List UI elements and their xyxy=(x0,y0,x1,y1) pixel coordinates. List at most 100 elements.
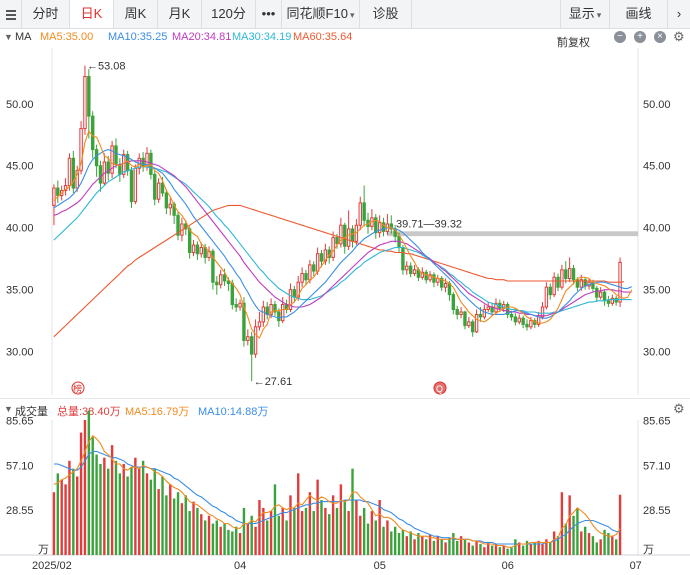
candle-body xyxy=(478,313,483,318)
gear-icon[interactable]: ⚙ xyxy=(673,29,685,44)
volume-bar xyxy=(614,539,618,555)
candle-body xyxy=(575,279,580,288)
candle-body xyxy=(56,187,60,196)
collapse-triangle-icon[interactable]: ▼ xyxy=(4,32,13,42)
tab-intraday[interactable]: 分时 xyxy=(22,0,70,28)
volume-bar xyxy=(591,536,595,555)
volume-bar xyxy=(273,484,277,555)
volume-bar xyxy=(463,539,467,555)
volume-bar xyxy=(541,544,544,555)
candle-body xyxy=(75,170,79,189)
volume-bar xyxy=(184,495,187,555)
gear-icon[interactable]: ⚙ xyxy=(673,401,685,416)
candle-body xyxy=(482,308,487,318)
plus-icon[interactable]: + xyxy=(634,31,646,43)
tab-diagnose[interactable]: 诊股 xyxy=(360,0,412,28)
candle-body xyxy=(292,289,297,298)
volume-bar xyxy=(599,539,602,555)
volume-label: 成交量 xyxy=(15,406,48,418)
ma-legend: ▼ MA MA5:35.00 MA10:35.25 MA20:34.81 MA3… xyxy=(0,28,690,49)
volume-bar xyxy=(149,479,153,555)
volume-bar xyxy=(324,507,327,555)
candle-body xyxy=(374,217,378,234)
candle-body xyxy=(315,253,320,272)
more-arrow-button[interactable]: › xyxy=(668,0,690,28)
volume-bar xyxy=(126,476,129,555)
volume-tick-right: 85.65 xyxy=(643,416,671,428)
volume-bar xyxy=(568,495,571,555)
candle-body xyxy=(176,214,180,236)
high-price-label: ←53.08 xyxy=(87,61,126,73)
volume-bar xyxy=(242,507,246,555)
adjust-label: 前复权 xyxy=(557,37,590,49)
candle-body xyxy=(513,316,518,323)
tab-monthly-k[interactable]: 月K xyxy=(158,0,202,28)
volume-bar xyxy=(421,536,424,555)
volume-bar xyxy=(339,484,343,555)
candle-body xyxy=(222,274,227,282)
draw-line-button[interactable]: 画线 xyxy=(610,0,668,28)
candle-body xyxy=(474,313,479,333)
candle-body xyxy=(471,321,475,333)
volume-ma5-line xyxy=(53,434,621,548)
close-icon[interactable]: × xyxy=(654,31,666,43)
candle-body xyxy=(540,306,545,318)
volume-bar xyxy=(494,544,498,555)
tab-daily-k[interactable]: 日K xyxy=(70,0,114,28)
volume-bar xyxy=(76,476,79,555)
volume-tick-right: 57.10 xyxy=(643,460,671,472)
candle-body xyxy=(443,282,448,288)
candle-body xyxy=(71,157,76,189)
volume-bar xyxy=(514,539,517,555)
candle-body xyxy=(253,326,258,355)
volume-bar xyxy=(223,523,226,555)
candle-body xyxy=(300,273,304,283)
tab-f10[interactable]: 同花顺F10 ▾ xyxy=(282,0,360,28)
volume-bar xyxy=(386,520,389,555)
ma10-value: MA10:35.25 xyxy=(108,31,168,43)
menu-toggle-button[interactable] xyxy=(0,0,22,28)
volume-bar xyxy=(483,547,486,555)
volume-bar xyxy=(130,467,133,555)
candle-body xyxy=(548,286,552,296)
volume-bar xyxy=(219,526,222,555)
volume-bar xyxy=(393,526,397,555)
candle-body xyxy=(83,76,87,130)
candle-body xyxy=(218,274,223,286)
volume-bar xyxy=(114,460,118,555)
volume-bar xyxy=(238,533,242,555)
candle-body xyxy=(288,289,293,310)
volume-bar xyxy=(293,507,296,555)
volume-bar xyxy=(487,542,490,555)
volume-bar xyxy=(211,523,215,555)
volume-bar xyxy=(390,531,393,555)
volume-bar xyxy=(564,523,567,555)
more-periods-button[interactable]: ••• xyxy=(256,0,282,28)
event-marker-icon xyxy=(433,381,447,395)
volume-bar xyxy=(401,529,405,555)
candle-body xyxy=(98,165,103,184)
price-tick-left: 45.00 xyxy=(6,161,34,173)
candle-body xyxy=(141,157,145,168)
low-price-label: ←27.61 xyxy=(254,376,293,388)
candle-body xyxy=(381,222,386,232)
collapse-triangle-icon[interactable]: ▼ xyxy=(4,404,13,414)
minus-icon[interactable]: − xyxy=(614,31,626,43)
tab-120min[interactable]: 120分 xyxy=(202,0,256,28)
volume-bar xyxy=(122,463,125,555)
candle-body xyxy=(319,253,324,262)
volume-bar xyxy=(424,539,428,555)
display-menu-button[interactable]: 显示 ▾ xyxy=(560,0,610,28)
candle-body xyxy=(560,269,564,288)
tab-weekly-k[interactable]: 周K xyxy=(114,0,158,28)
price-tick-right: 50.00 xyxy=(643,99,671,111)
volume-bar xyxy=(456,540,459,555)
volume-bar xyxy=(498,547,502,555)
volume-bar xyxy=(64,484,67,555)
volume-bar xyxy=(595,542,598,555)
volume-bar xyxy=(246,523,250,555)
candle-body xyxy=(362,202,366,221)
volume-bar xyxy=(506,548,509,555)
candle-body xyxy=(156,182,161,200)
